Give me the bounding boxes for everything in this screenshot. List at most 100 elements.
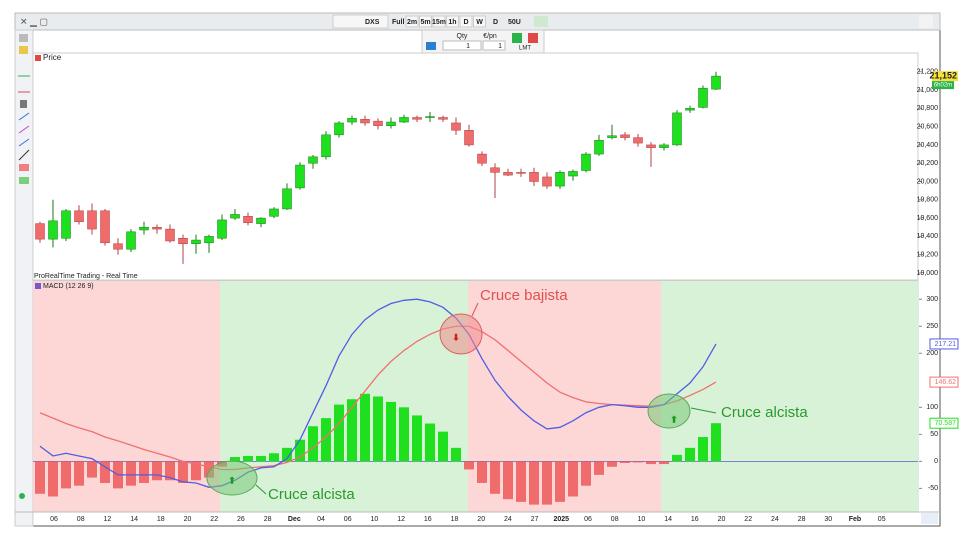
units[interactable]: 50U [508,19,521,26]
histogram-bar [685,447,695,462]
x-tick-label: 06 [584,516,592,523]
x-tick-label: 24 [771,516,779,523]
histogram-bar [438,431,448,462]
candle-body [308,156,318,164]
tool[interactable] [19,34,28,42]
histogram-bar [399,407,409,462]
timeframe[interactable]: 15m [432,19,446,26]
symbol-box[interactable] [332,14,389,29]
x-tick-label: 20 [477,516,485,523]
y-tick-label: 250 [926,323,938,330]
app-icon[interactable] [919,15,933,28]
timeframe-button[interactable] [473,15,486,28]
sell-button[interactable] [528,33,538,43]
y-tick-label: 20,800 [917,105,939,112]
candle-body [503,172,513,176]
candle-body [48,220,58,240]
candle-body [243,216,253,223]
x-tick-label: 08 [77,516,85,523]
histogram-bar [334,404,344,462]
tool[interactable] [19,46,28,54]
histogram-bar [672,454,682,462]
tool[interactable] [19,164,29,171]
y-tick-label: 21,000 [917,87,939,94]
source: ProRealTime Trading - Real Time [34,273,138,280]
x-tick-label: 2025 [554,516,570,523]
candle-body [217,219,227,239]
timeframe-button[interactable] [432,15,446,28]
histogram-bar [412,415,422,462]
candle-body [152,227,162,230]
timeframe-button[interactable] [405,15,419,28]
timeframe[interactable]: 1h [448,19,456,26]
qty[interactable]: 1 [466,43,470,50]
histogram-bar [542,461,552,505]
histogram-bar [581,461,591,486]
tool[interactable] [20,100,27,108]
histogram-bar [516,461,526,502]
tool[interactable] [18,138,30,147]
timeframe[interactable]: 2m [407,19,417,26]
candle-body [412,117,422,120]
arrow-down: ⬇ [452,332,460,342]
x-tick-label: 16 [691,516,699,523]
y-tick-label: 19,400 [917,233,939,240]
x-tick-label: 10 [371,516,379,523]
price-legend-icon [35,55,41,61]
candle-body [321,134,331,158]
period[interactable]: D [493,19,498,26]
x-tick-label: Dec [288,516,301,523]
timeframe-button[interactable] [446,15,459,28]
histogram-bar [659,461,669,465]
window-controls[interactable]: ✕ ▁ ▢ [20,16,48,27]
candle-body [711,75,721,90]
tool[interactable] [18,112,30,121]
histogram-bar [620,461,630,463]
histogram-bar [256,455,266,462]
y-tick-label: 0 [934,458,938,465]
x-tick-label: 12 [397,516,405,523]
timeframe-button[interactable] [419,15,432,28]
tool[interactable] [19,177,29,184]
histogram-bar [295,439,305,462]
symbol[interactable]: DXS [365,19,380,26]
qty-label: Qty [457,33,468,40]
timeframe[interactable]: 5m [420,19,430,26]
candle-body [399,117,409,123]
last-price: 21,152 [929,70,957,80]
price-input[interactable] [482,40,506,51]
order-type[interactable]: LMT [519,46,531,52]
x-tick-label: 18 [157,516,165,523]
histogram-bar [152,461,162,481]
tool[interactable] [18,149,30,161]
candle-body [87,210,97,230]
timeframe-button[interactable] [459,15,473,28]
histogram-bar [555,461,565,502]
tool[interactable] [18,125,30,134]
candle-body [334,122,344,136]
range[interactable]: Full [392,19,404,26]
timeframe[interactable]: W [476,19,483,26]
timeframe[interactable]: D [463,19,468,26]
candle-body [581,153,591,171]
histogram-bar [711,423,721,462]
price[interactable]: 1 [498,43,502,50]
price-pane [32,52,919,281]
candle-body [659,144,669,148]
tool[interactable] [19,493,25,499]
chart-style[interactable] [534,16,548,27]
histogram-bar [347,399,357,462]
buy-button[interactable] [512,33,522,43]
signal-line [39,325,717,471]
x-tick-label: 18 [451,516,459,523]
order-icon[interactable] [426,42,436,50]
candle-body [165,228,175,242]
candle-body [74,210,84,223]
zoom-button[interactable] [921,513,938,524]
histogram-bar [373,396,383,462]
candle-body [477,153,487,164]
qty-input[interactable] [442,40,482,51]
value-box [929,417,959,429]
histogram-bar [243,455,253,462]
